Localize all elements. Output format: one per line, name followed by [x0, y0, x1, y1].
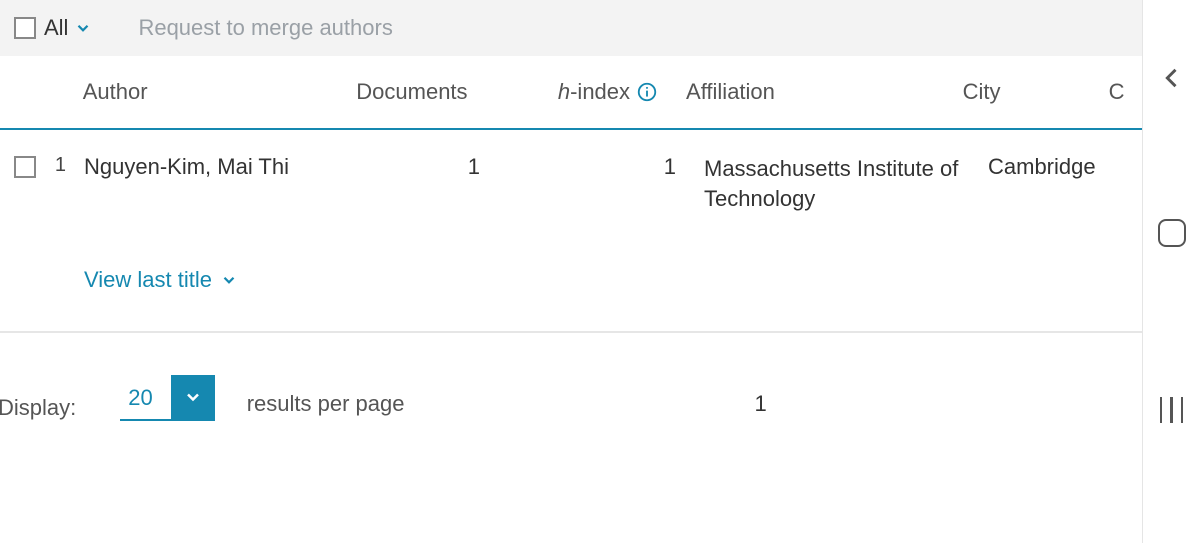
row-checkbox[interactable] — [14, 156, 36, 178]
view-last-title-toggle[interactable]: View last title — [84, 267, 1142, 293]
col-affiliation[interactable]: Affiliation — [686, 79, 941, 105]
col-hindex[interactable]: h-index — [468, 79, 658, 105]
affiliation-value: Massachusetts Institute of Technology — [704, 154, 966, 213]
chevron-left-icon — [1158, 64, 1186, 92]
action-bar: All Request to merge authors — [0, 0, 1142, 56]
page-size-dropdown-button[interactable] — [171, 375, 215, 419]
hindex-value: 1 — [480, 154, 676, 180]
documents-count[interactable]: 1 — [310, 154, 480, 180]
results-per-page-label: results per page — [247, 391, 405, 421]
pagination-bar: Display: 20 results per page 1 — [0, 333, 1142, 421]
right-sidebar — [1142, 0, 1200, 543]
main-content: All Request to merge authors Author Docu… — [0, 0, 1142, 543]
col-author[interactable]: Author — [83, 79, 303, 105]
author-name[interactable]: Nguyen-Kim, Mai Thi — [84, 154, 310, 180]
chevron-down-icon — [74, 19, 92, 37]
current-page[interactable]: 1 — [755, 391, 767, 421]
display-label: Display: — [0, 395, 76, 421]
col-documents[interactable]: Documents — [302, 79, 467, 105]
col-city[interactable]: City — [963, 79, 1099, 105]
nav-back-button[interactable] — [1158, 64, 1186, 99]
merge-authors-button[interactable]: Request to merge authors — [138, 15, 392, 41]
col-country[interactable]: C — [1109, 79, 1132, 105]
table-row: 1 Nguyen-Kim, Mai Thi 1 1 Massachusetts … — [0, 130, 1142, 213]
row-number: 1 — [44, 154, 66, 177]
select-all-checkbox[interactable] — [14, 17, 36, 39]
tab-switcher-button[interactable] — [1158, 219, 1186, 247]
page-size-select[interactable]: 20 — [120, 375, 214, 421]
select-all-dropdown[interactable] — [74, 19, 92, 37]
page-size-value: 20 — [120, 385, 170, 419]
city-value: Cambridge — [988, 154, 1128, 180]
menu-button[interactable] — [1160, 397, 1184, 423]
select-all-label: All — [44, 15, 68, 41]
chevron-down-icon — [220, 271, 238, 289]
info-icon[interactable] — [636, 81, 658, 103]
chevron-down-icon — [183, 387, 203, 407]
table-header: Author Documents h-index Affiliation Cit… — [0, 56, 1142, 130]
